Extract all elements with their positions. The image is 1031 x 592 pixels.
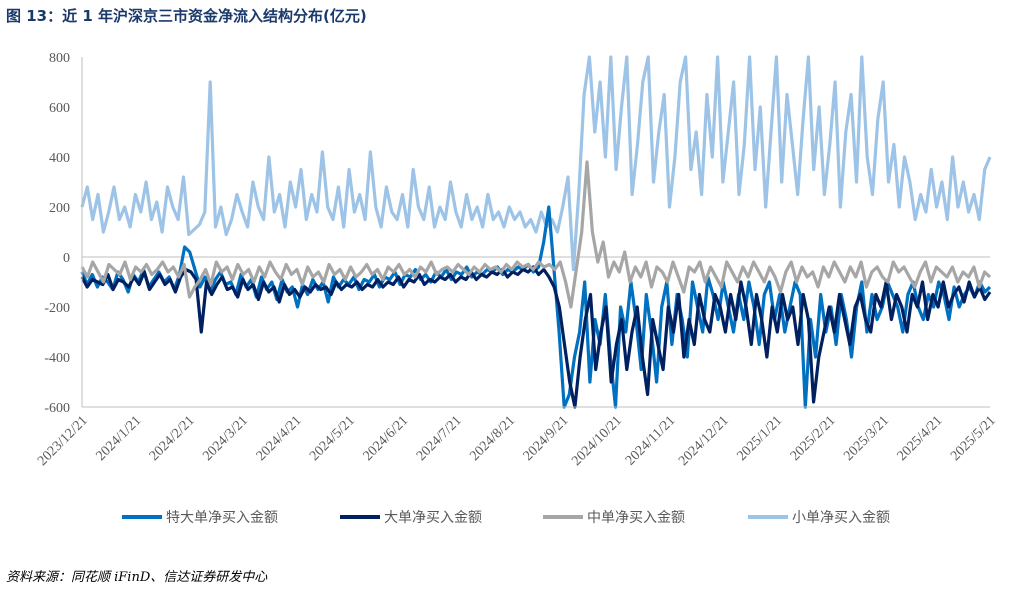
x-tick-label: 2024/9/21 <box>521 413 572 464</box>
legend-label: 大单净买入金额 <box>384 510 482 526</box>
x-tick-label: 2025/5/21 <box>948 413 999 464</box>
y-tick-label: -600 <box>44 401 70 416</box>
x-tick-label: 2024/4/21 <box>254 413 305 464</box>
y-tick-label: 400 <box>49 151 70 166</box>
y-tick-label: -200 <box>44 301 70 316</box>
x-tick-label: 2024/3/21 <box>200 413 251 464</box>
x-tick-label: 2023/12/21 <box>35 413 91 469</box>
x-tick-label: 2025/1/21 <box>734 413 785 464</box>
x-tick-label: 2024/2/21 <box>147 413 198 464</box>
series-line-3 <box>80 55 992 272</box>
y-tick-label: 0 <box>63 251 70 266</box>
legend-label: 小单净买入金额 <box>792 510 890 526</box>
x-tick-label: 2024/11/21 <box>623 413 678 468</box>
x-tick-label: 2025/2/21 <box>788 413 839 464</box>
legend-label: 特大单净买入金额 <box>166 510 278 526</box>
x-tick-label: 2024/10/21 <box>569 413 625 469</box>
x-tick-label: 2024/7/21 <box>414 413 465 464</box>
y-tick-label: 600 <box>49 101 70 116</box>
x-tick-label: 2025/3/21 <box>841 413 892 464</box>
source-note: 资料来源：同花顺 iFinD、信达证券研发中心 <box>6 570 268 585</box>
y-tick-label: 800 <box>49 51 70 66</box>
x-tick-label: 2024/6/21 <box>361 413 412 464</box>
series-line-2 <box>80 160 992 309</box>
y-tick-label: -400 <box>44 351 70 366</box>
x-tick-label: 2025/4/21 <box>895 413 946 464</box>
legend-label: 中单净买入金额 <box>587 510 685 526</box>
x-tick-label: 2024/8/21 <box>467 413 518 464</box>
x-tick-label: 2024/5/21 <box>307 413 358 464</box>
chart-title: 图 13：近 1 年沪深京三市资金净流入结构分布(亿元) <box>6 7 367 25</box>
x-tick-label: 2024/1/21 <box>93 413 144 464</box>
y-tick-label: 200 <box>49 201 70 216</box>
series-line-1 <box>80 265 992 409</box>
x-tick-label: 2024/12/21 <box>676 413 732 469</box>
